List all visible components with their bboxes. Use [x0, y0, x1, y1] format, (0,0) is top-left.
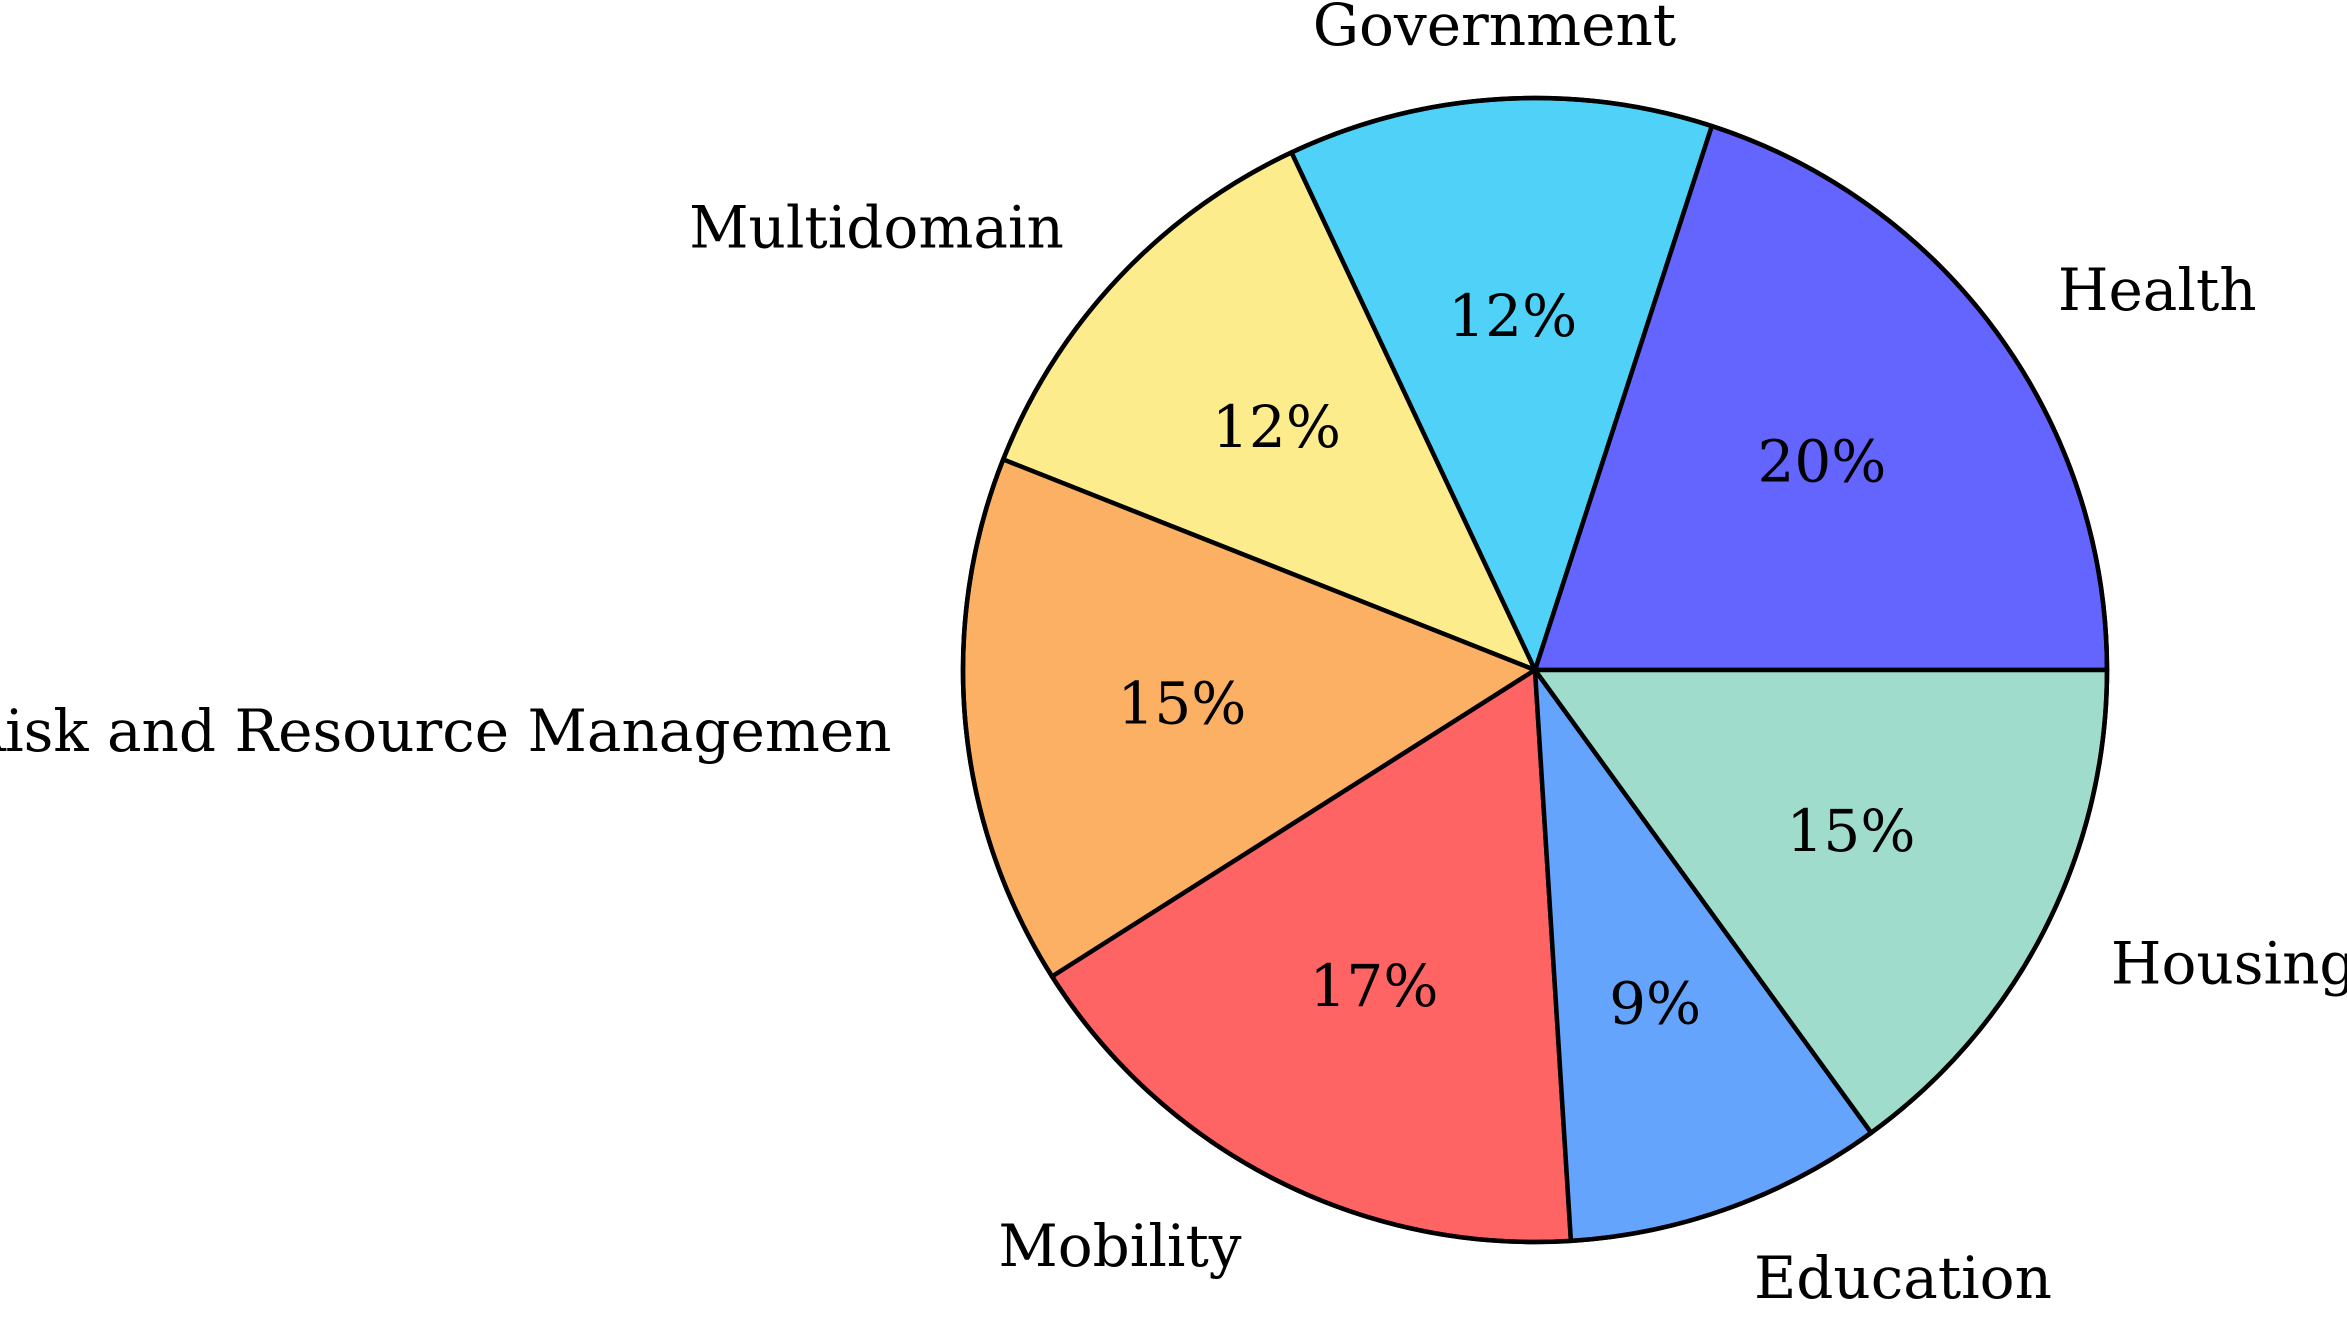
- category-label-risk-and-resource-managemen: Risk and Resource Managemen: [0, 697, 892, 765]
- pct-label-multidomain: 12%: [1212, 393, 1341, 461]
- category-label-government: Government: [1313, 0, 1676, 59]
- category-label-multidomain: Multidomain: [689, 194, 1064, 262]
- pct-label-housing: 15%: [1787, 797, 1916, 865]
- category-label-housing: Housing: [2111, 929, 2347, 997]
- category-label-health: Health: [2058, 256, 2257, 324]
- pct-label-government: 12%: [1448, 282, 1577, 350]
- pct-label-health: 20%: [1757, 428, 1886, 496]
- pct-label-mobility: 17%: [1310, 952, 1439, 1020]
- pie-outline: [960, 95, 2110, 1245]
- pct-label-education: 9%: [1609, 970, 1701, 1038]
- category-label-mobility: Mobility: [998, 1212, 1241, 1280]
- category-label-education: Education: [1754, 1244, 2052, 1312]
- pct-label-risk-and-resource-managemen: 15%: [1117, 669, 1246, 737]
